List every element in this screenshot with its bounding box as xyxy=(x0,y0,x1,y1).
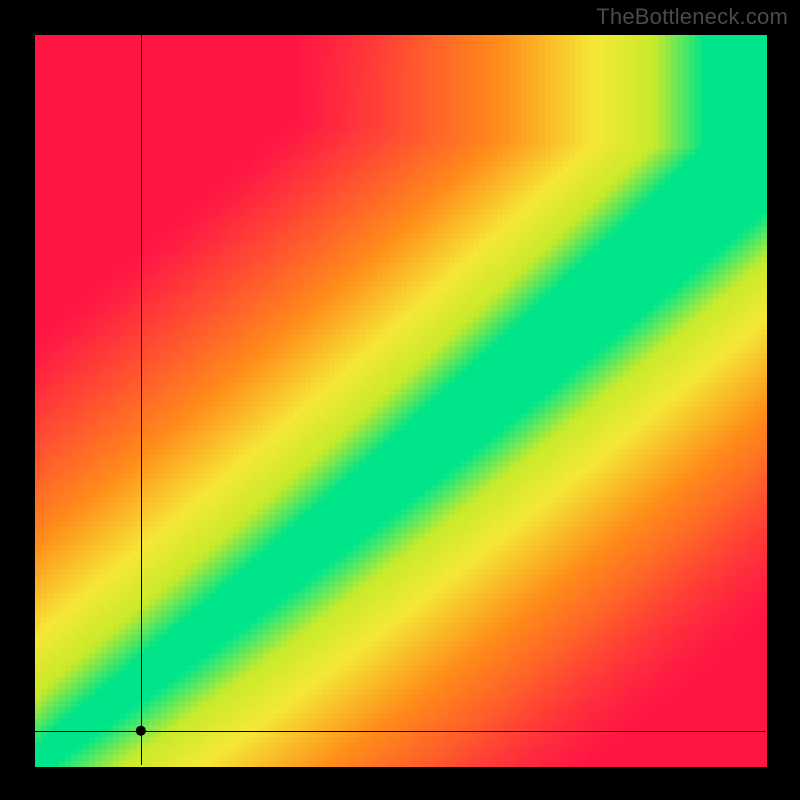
bottleneck-heatmap-container: TheBottleneck.com xyxy=(0,0,800,800)
heatmap-canvas xyxy=(0,0,800,800)
watermark-text: TheBottleneck.com xyxy=(596,4,788,30)
